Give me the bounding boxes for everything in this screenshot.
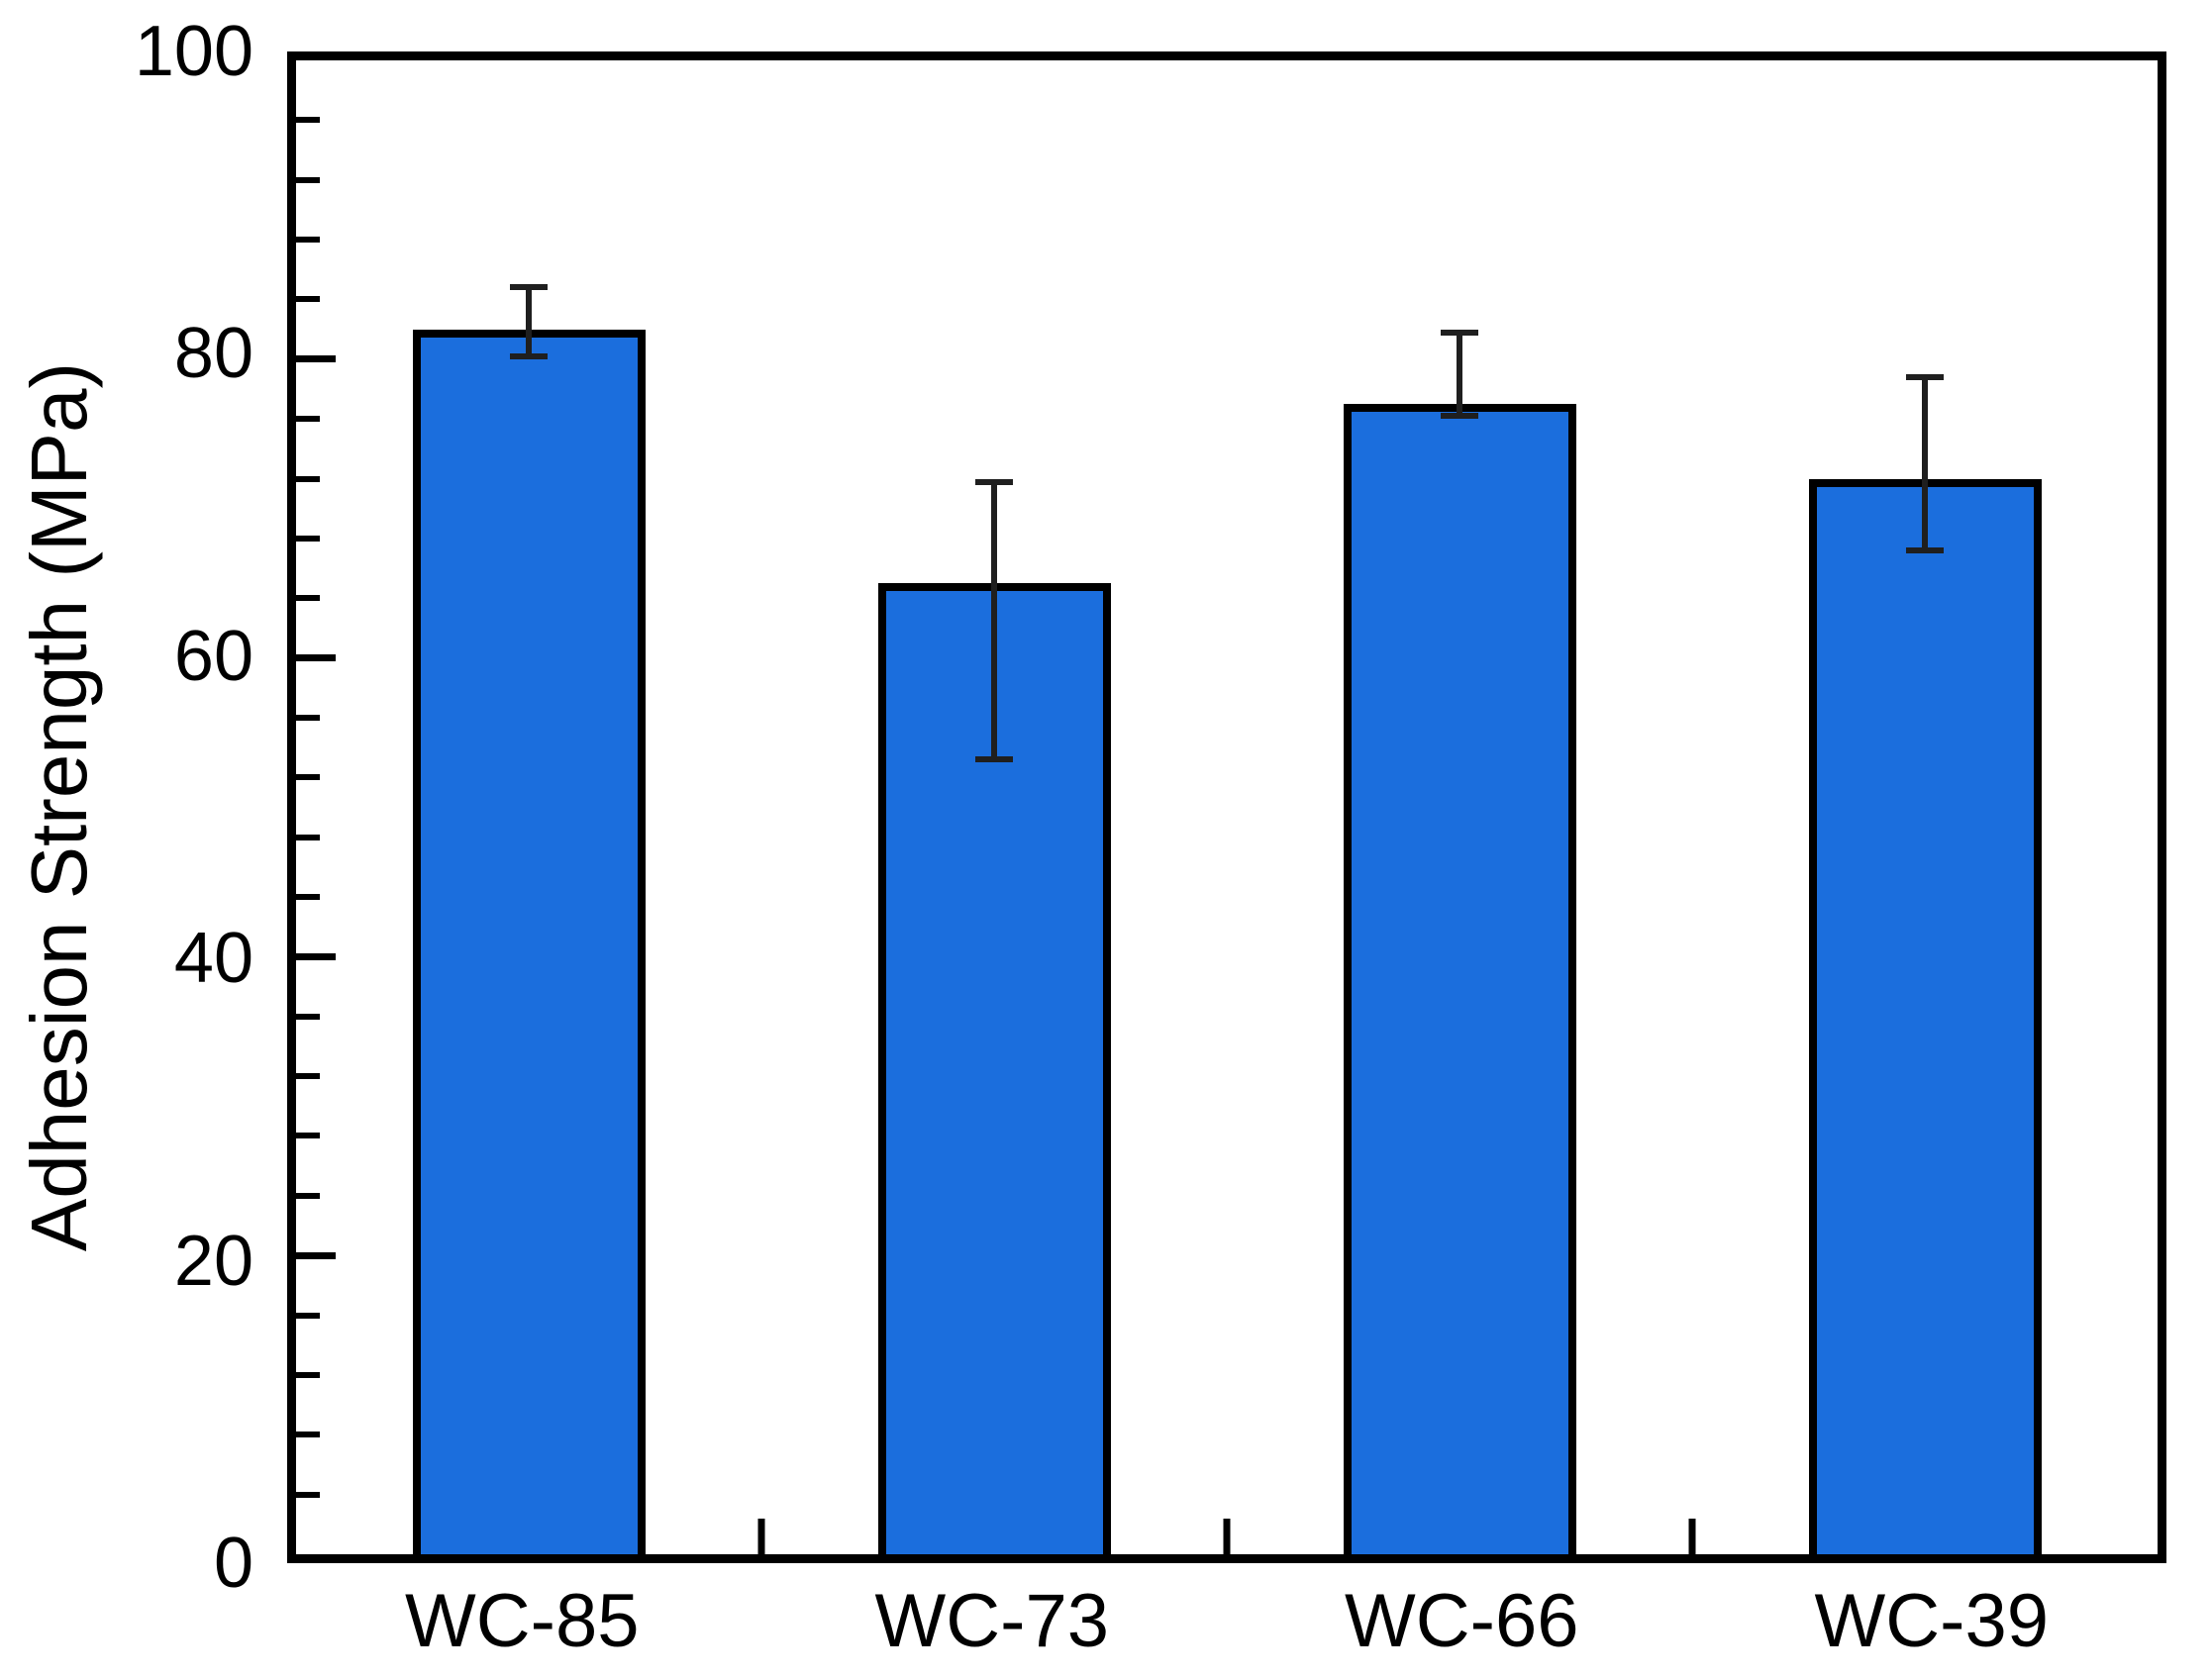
y-tick-label: 20 xyxy=(173,1221,253,1301)
y-minor-tick xyxy=(296,1432,320,1438)
x-boundary-tick xyxy=(757,1519,765,1554)
bars-layer xyxy=(296,60,2158,1554)
x-tick-labels: WC-85 WC-73 WC-66 WC-39 xyxy=(287,1584,2166,1673)
error-bar-cap-bottom xyxy=(510,352,548,359)
y-minor-tick xyxy=(296,714,320,721)
plot-area xyxy=(287,51,2166,1563)
y-minor-tick xyxy=(296,475,320,482)
category-slot xyxy=(761,60,1227,1554)
y-minor-tick xyxy=(296,176,320,183)
y-minor-tick xyxy=(296,595,320,602)
y-minor-tick xyxy=(296,1371,320,1378)
y-major-tick xyxy=(296,952,336,960)
y-minor-tick xyxy=(296,1073,320,1080)
x-tick-label: WC-39 xyxy=(1814,1579,2049,1663)
error-bar-stem xyxy=(1457,329,1462,420)
error-bar-stem xyxy=(991,478,997,763)
y-minor-tick xyxy=(296,834,320,840)
y-minor-tick xyxy=(296,1013,320,1020)
error-bar-cap-top xyxy=(510,284,548,291)
y-major-tick xyxy=(296,1251,336,1259)
y-minor-tick xyxy=(296,894,320,901)
y-minor-tick xyxy=(296,1192,320,1199)
category-slot xyxy=(1692,60,2158,1554)
error-bar-cap-top xyxy=(975,478,1013,485)
y-tick-label: 80 xyxy=(173,314,253,394)
y-tick-label: 60 xyxy=(173,616,253,696)
y-minor-tick xyxy=(296,237,320,244)
x-tick-label: WC-73 xyxy=(874,1579,1109,1663)
error-bar-cap-top xyxy=(1906,373,1944,380)
x-tick-label: WC-85 xyxy=(405,1579,640,1663)
y-minor-tick xyxy=(296,416,320,423)
y-tick-label: 40 xyxy=(173,919,253,999)
y-tick-label: 0 xyxy=(213,1524,253,1603)
y-minor-tick xyxy=(296,535,320,542)
x-boundary-tick xyxy=(1688,1519,1696,1554)
error-bar-stem xyxy=(1922,373,1928,553)
y-minor-tick xyxy=(296,296,320,303)
y-major-tick xyxy=(296,355,336,363)
x-tick-label: WC-66 xyxy=(1345,1579,1579,1663)
y-major-tick xyxy=(296,654,336,662)
error-bar-stem xyxy=(526,284,532,359)
y-tick-label: 100 xyxy=(134,12,253,91)
x-boundary-tick xyxy=(1223,1519,1231,1554)
y-minor-tick xyxy=(296,1312,320,1319)
y-minor-tick xyxy=(296,774,320,781)
y-tick-labels: 0 20 40 60 80 100 xyxy=(0,16,269,1599)
error-bar-cap-bottom xyxy=(1906,546,1944,553)
y-minor-tick xyxy=(296,117,320,124)
bar-WC-85 xyxy=(412,329,646,1554)
bar-WC-66 xyxy=(1343,404,1576,1554)
error-bar-cap-bottom xyxy=(975,756,1013,763)
bar-WC-39 xyxy=(1808,478,2042,1554)
category-slot xyxy=(1227,60,1692,1554)
category-slot xyxy=(296,60,761,1554)
y-minor-tick xyxy=(296,1491,320,1498)
error-bar-cap-top xyxy=(1441,329,1478,336)
y-minor-tick xyxy=(296,1133,320,1139)
error-bar-cap-bottom xyxy=(1441,413,1478,420)
